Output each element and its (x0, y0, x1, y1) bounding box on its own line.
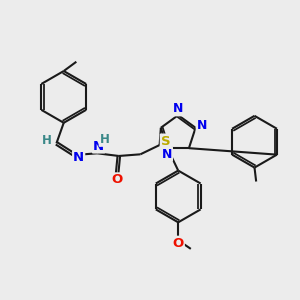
Text: N: N (197, 118, 207, 132)
Text: N: N (93, 140, 104, 152)
Text: N: N (173, 102, 183, 116)
Text: S: S (161, 134, 170, 148)
Text: N: N (162, 148, 172, 160)
Text: N: N (73, 151, 84, 164)
Text: O: O (112, 173, 123, 186)
Text: H: H (42, 134, 52, 147)
Text: H: H (100, 133, 110, 146)
Text: O: O (172, 237, 184, 250)
